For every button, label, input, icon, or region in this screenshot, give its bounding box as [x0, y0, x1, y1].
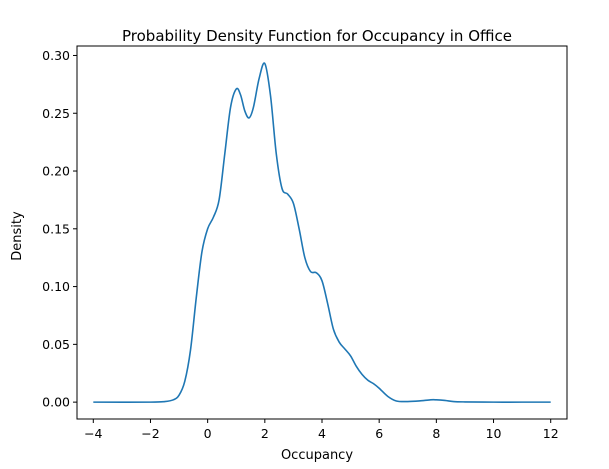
plot-frame [76, 45, 568, 420]
x-axis: −4 −2 0 2 4 6 8 10 12 [84, 419, 559, 441]
x-tick-label: −2 [141, 426, 159, 441]
y-axis-label: Density [10, 211, 25, 261]
y-tick-label: 0.00 [42, 395, 70, 410]
y-tick-label: 0.05 [42, 337, 70, 352]
x-tick-label: 10 [486, 426, 502, 441]
density-line [93, 62, 551, 403]
chart-title: Probability Density Function for Occupan… [122, 27, 512, 45]
y-axis: 0.00 0.05 0.10 0.15 0.20 0.25 0.30 [42, 48, 77, 410]
x-axis-label: Occupancy [281, 448, 353, 463]
y-tick-label: 0.10 [42, 279, 70, 294]
y-tick-label: 0.15 [42, 221, 70, 236]
y-tick-label: 0.20 [42, 164, 70, 179]
plot-area [93, 62, 551, 403]
x-tick-label: 6 [375, 426, 383, 441]
x-tick-label: 2 [261, 426, 269, 441]
x-tick-label: 12 [543, 426, 559, 441]
x-tick-label: 4 [318, 426, 326, 441]
x-tick-label: 0 [204, 426, 212, 441]
x-tick-label: 8 [432, 426, 440, 441]
y-tick-label: 0.30 [42, 48, 70, 63]
y-tick-label: 0.25 [42, 106, 70, 121]
x-tick-label: −4 [84, 426, 102, 441]
